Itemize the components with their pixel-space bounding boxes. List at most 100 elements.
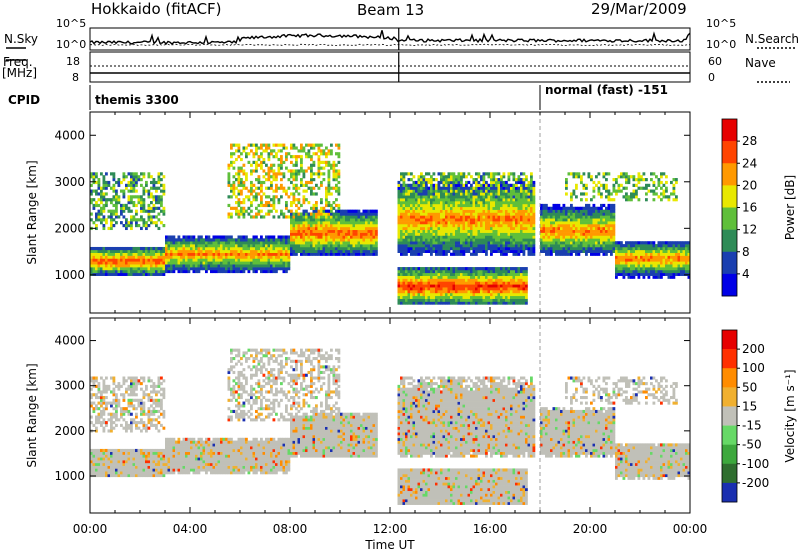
power-cell: [552, 215, 556, 219]
power-cell: [200, 241, 203, 245]
power-cell: [422, 275, 426, 279]
power-cell: [555, 246, 558, 251]
power-cell: [452, 246, 456, 251]
power-cell: [490, 238, 493, 242]
power-cell: [465, 298, 468, 302]
power-cell: [415, 209, 418, 213]
power-cell: [442, 295, 446, 299]
power-cell: [367, 221, 371, 225]
power-cell: [182, 246, 186, 251]
power-cell: [575, 186, 578, 190]
power-cell: [157, 175, 161, 179]
power-cell: [495, 244, 498, 248]
power-cell: [530, 246, 533, 251]
power-cell: [515, 223, 518, 228]
power-cell: [247, 198, 251, 202]
power-cell: [350, 221, 353, 225]
power-cell: [107, 255, 111, 259]
power-cell: [140, 226, 143, 231]
power-cell: [95, 267, 98, 271]
power-cell: [270, 249, 273, 253]
power-cell: [262, 269, 266, 274]
power-cell: [252, 195, 256, 199]
power-cell: [330, 235, 333, 239]
power-cell: [242, 269, 246, 274]
power-cell: [365, 223, 368, 228]
power-cell: [517, 238, 521, 242]
power-cell: [105, 249, 108, 253]
power-cell: [440, 186, 443, 190]
power-cell: [477, 281, 481, 285]
power-cell: [480, 301, 483, 305]
power-cell: [427, 172, 431, 176]
power-cell: [165, 255, 168, 259]
power-cell: [222, 246, 226, 251]
power-cell: [337, 152, 341, 156]
power-cell: [487, 183, 491, 187]
power-cell: [575, 221, 578, 225]
power-cell: [127, 269, 131, 274]
power-cell: [545, 221, 548, 225]
power-cell: [402, 172, 406, 176]
power-cell: [295, 229, 298, 233]
power-cell: [355, 246, 358, 251]
freq-tick-bottom: 8: [72, 71, 79, 84]
power-cell: [477, 223, 481, 228]
power-cell: [560, 221, 563, 225]
power-cell: [522, 186, 526, 190]
power-cell: [515, 275, 518, 279]
power-cell: [455, 206, 458, 210]
power-cell: [247, 261, 251, 265]
power-cell: [565, 218, 568, 222]
power-cell: [525, 223, 528, 228]
power-cell: [512, 198, 516, 202]
power-cell: [425, 295, 428, 299]
power-cell: [492, 246, 496, 251]
power-cell: [512, 215, 516, 219]
power-cell: [327, 175, 331, 179]
power-cell: [452, 209, 456, 213]
power-cell: [147, 249, 151, 253]
power-cell: [460, 209, 463, 213]
power-cell: [402, 183, 406, 187]
power-cell: [167, 249, 171, 253]
power-cell: [415, 241, 418, 245]
power-cell: [410, 269, 413, 274]
power-cell: [490, 301, 493, 305]
power-cell: [135, 183, 138, 187]
power-cell: [317, 172, 321, 176]
power-cell: [152, 198, 156, 202]
power-cell: [350, 252, 353, 256]
power-cell: [430, 235, 433, 239]
power-cell: [407, 198, 411, 202]
power-cell: [375, 232, 378, 236]
power-cell: [280, 244, 283, 248]
power-cell: [455, 249, 458, 253]
power-cell: [105, 180, 108, 185]
power-cell: [95, 258, 98, 262]
power-cell: [365, 252, 368, 256]
power-cell: [455, 221, 458, 225]
power-cell: [145, 269, 148, 274]
power-cell: [420, 189, 423, 193]
power-cell: [357, 226, 361, 231]
power-cell: [477, 212, 481, 216]
power-cell: [290, 241, 293, 245]
power-cell: [330, 192, 333, 196]
power-cell: [442, 189, 446, 193]
power-cell: [405, 246, 408, 251]
power-cell: [215, 258, 218, 262]
power-cell: [152, 255, 156, 259]
power-cell: [250, 246, 253, 251]
power-cell: [422, 244, 426, 248]
power-cell: [132, 215, 136, 219]
power-cell: [155, 249, 158, 253]
power-cell: [572, 209, 576, 213]
power-cell: [112, 183, 116, 187]
power-cell: [345, 232, 348, 236]
power-cell: [342, 235, 346, 239]
power-cell: [247, 241, 251, 245]
power-cell: [552, 203, 556, 208]
power-cell: [505, 292, 508, 297]
power-cell: [492, 221, 496, 225]
